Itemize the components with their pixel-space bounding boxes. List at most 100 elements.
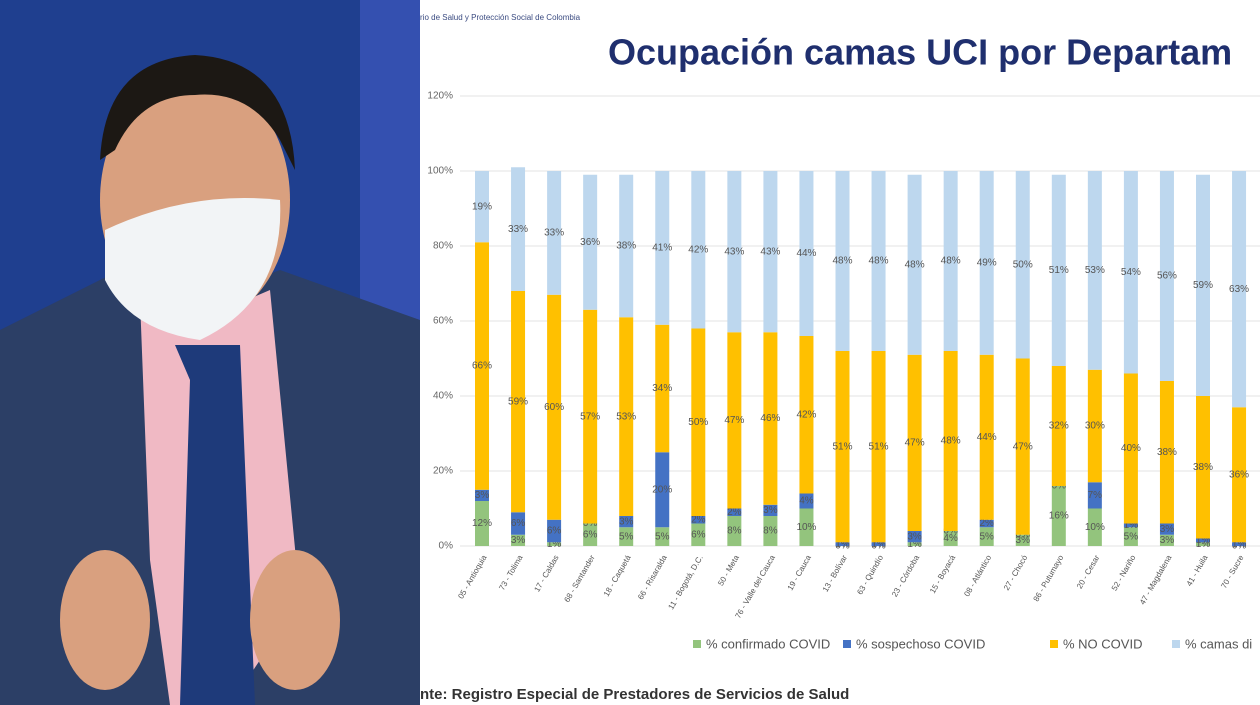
bar-segment bbox=[1123, 373, 1138, 524]
bar-segment bbox=[1051, 174, 1066, 366]
value-label: 1% bbox=[547, 539, 562, 550]
bar-segment bbox=[547, 171, 562, 295]
bar-segment bbox=[907, 531, 922, 543]
value-label: 19% bbox=[472, 201, 492, 212]
bar-segment bbox=[1015, 534, 1030, 546]
bar-segment bbox=[907, 174, 922, 355]
legend-swatch bbox=[843, 640, 851, 648]
value-label: 59% bbox=[1193, 280, 1213, 291]
value-label: 2% bbox=[727, 507, 742, 518]
backdrop-panel bbox=[360, 0, 420, 320]
value-label: 48% bbox=[905, 259, 925, 270]
y-tick-label: 80% bbox=[433, 241, 453, 252]
tie bbox=[175, 345, 255, 705]
value-label: 46% bbox=[760, 413, 780, 424]
bar-segment bbox=[979, 527, 994, 546]
hair bbox=[100, 55, 295, 170]
bar-segment bbox=[1232, 542, 1247, 546]
bar-segment bbox=[1087, 482, 1102, 509]
bar-segment bbox=[1087, 508, 1102, 546]
value-label: 5% bbox=[979, 531, 994, 542]
bar-segment bbox=[511, 534, 526, 546]
right-hand bbox=[250, 550, 340, 690]
value-label: 3% bbox=[619, 516, 634, 527]
bar-segment bbox=[763, 171, 778, 333]
bar-segment bbox=[871, 542, 886, 546]
value-label: 56% bbox=[1157, 271, 1177, 282]
value-label: 50% bbox=[688, 417, 708, 428]
value-label: 40% bbox=[1121, 443, 1141, 454]
bar-segment bbox=[547, 542, 562, 546]
value-label: 48% bbox=[941, 256, 961, 267]
bar-segment bbox=[655, 527, 670, 546]
value-label: 41% bbox=[652, 243, 672, 254]
mask bbox=[105, 198, 281, 340]
value-label: 1% bbox=[1196, 535, 1211, 546]
chart-title: Ocupación camas UCI por Departam bbox=[608, 32, 1232, 73]
value-label: 33% bbox=[544, 228, 564, 239]
bar-segment bbox=[547, 519, 562, 543]
value-label: 5% bbox=[1124, 531, 1139, 542]
bar-segment bbox=[1196, 538, 1210, 543]
bar-segment bbox=[979, 171, 994, 355]
bar-segment bbox=[799, 336, 814, 494]
value-label: 43% bbox=[760, 246, 780, 257]
y-tick-label: 0% bbox=[439, 541, 454, 552]
value-label: 1% bbox=[1196, 539, 1211, 550]
value-label: 0% bbox=[1232, 541, 1247, 552]
value-label: 36% bbox=[1229, 469, 1249, 480]
bar-segment bbox=[907, 542, 922, 546]
bar-segment bbox=[1015, 171, 1030, 359]
legend-swatch bbox=[1050, 640, 1058, 648]
value-label: 3% bbox=[907, 531, 922, 542]
y-tick-label: 20% bbox=[433, 466, 453, 477]
value-label: 3% bbox=[511, 535, 526, 546]
value-label: 59% bbox=[508, 396, 528, 407]
value-label: 2% bbox=[979, 518, 994, 529]
bar-segment bbox=[1196, 542, 1210, 546]
bar-segment bbox=[1123, 171, 1138, 374]
value-label: 63% bbox=[1229, 284, 1249, 295]
value-label: 0% bbox=[583, 518, 598, 529]
bar-segment bbox=[619, 317, 634, 516]
bar-segment bbox=[799, 493, 814, 509]
left-hand bbox=[60, 550, 150, 690]
bar-segment bbox=[943, 171, 958, 351]
bar-segment bbox=[1159, 171, 1174, 381]
y-tick-label: 120% bbox=[427, 91, 453, 102]
value-label: 42% bbox=[796, 409, 816, 420]
bar-segment bbox=[691, 171, 706, 329]
bar-segment bbox=[691, 516, 706, 524]
bar-segment bbox=[1015, 358, 1030, 535]
value-label: 3% bbox=[763, 505, 778, 516]
value-label: 1% bbox=[1232, 539, 1247, 550]
value-label: 3% bbox=[1160, 535, 1175, 546]
value-label: 66% bbox=[472, 361, 492, 372]
value-label: 38% bbox=[1157, 447, 1177, 458]
bar-segment bbox=[475, 242, 489, 490]
bar-segment bbox=[619, 527, 634, 546]
y-tick-label: 60% bbox=[433, 316, 453, 327]
value-label: 44% bbox=[977, 432, 997, 443]
value-label: 7% bbox=[1088, 490, 1103, 501]
legend-swatch bbox=[693, 640, 701, 648]
value-label: 4% bbox=[799, 496, 814, 507]
value-label: 5% bbox=[655, 531, 670, 542]
value-label: 34% bbox=[652, 383, 672, 394]
bar-segment bbox=[799, 171, 814, 336]
value-label: 57% bbox=[580, 411, 600, 422]
bar-segment bbox=[835, 542, 850, 546]
bar-segment bbox=[1087, 171, 1102, 370]
value-label: 6% bbox=[583, 529, 598, 540]
value-label: 5% bbox=[619, 531, 634, 542]
bar-segment bbox=[655, 324, 670, 453]
value-label: 1% bbox=[835, 539, 850, 550]
bar-segment bbox=[655, 452, 670, 528]
bar-segment bbox=[727, 171, 742, 333]
bar-segment bbox=[1159, 381, 1174, 524]
value-label: 36% bbox=[580, 237, 600, 248]
bar-segment bbox=[1232, 407, 1247, 543]
value-label: 20% bbox=[652, 484, 672, 495]
value-label: 60% bbox=[544, 402, 564, 413]
